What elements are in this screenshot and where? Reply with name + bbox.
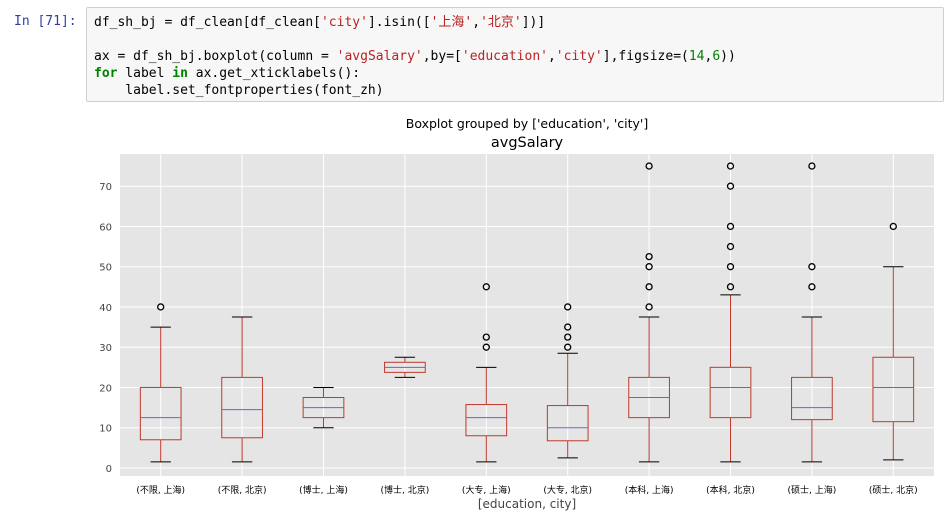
flier-point <box>726 222 735 231</box>
code-line: ax = df_sh_bj.boxplot(column = 'avgSalar… <box>94 49 736 64</box>
chart-title: avgSalary <box>491 135 564 151</box>
flier-point <box>889 222 897 231</box>
x-tick-label: (本科, 上海) <box>625 484 674 496</box>
y-tick-label: 30 <box>99 343 112 354</box>
box <box>791 376 833 421</box>
x-tick-label: (大专, 北京) <box>543 484 592 496</box>
code-line: df_sh_bj = df_clean[df_clean['city'].isi… <box>94 15 546 30</box>
chart-suptitle: Boxplot grouped by ['education', 'city'] <box>406 116 649 131</box>
flier-point <box>564 303 572 311</box>
y-tick-label: 60 <box>99 222 112 233</box>
flier-point <box>726 182 735 190</box>
y-tick-label: 70 <box>99 182 112 193</box>
flier-point <box>808 162 816 170</box>
code-cell[interactable]: df_sh_bj = df_clean[df_clean['city'].isi… <box>86 7 944 102</box>
flier-point <box>482 283 490 291</box>
code-line: label.set_fontproperties(font_zh) <box>94 83 384 98</box>
flier-point <box>157 303 165 311</box>
box <box>221 376 263 439</box>
y-tick-label: 20 <box>99 383 112 394</box>
box <box>465 404 508 437</box>
flier-point <box>645 283 653 291</box>
flier-point <box>726 242 735 251</box>
flier-point <box>645 263 653 271</box>
y-tick-label: 0 <box>106 464 112 475</box>
y-tick-label: 10 <box>99 424 112 435</box>
code-editor[interactable]: df_sh_bj = df_clean[df_clean['city'].isi… <box>94 14 736 99</box>
flier-point <box>645 252 653 261</box>
cell-prompt: In [71]: <box>14 14 77 29</box>
flier-point <box>564 333 572 341</box>
box <box>709 366 752 419</box>
y-tick-label: 40 <box>99 303 112 314</box>
x-tick-label: (本科, 北京) <box>706 484 755 496</box>
x-tick-label: (不限, 上海) <box>136 484 185 496</box>
x-tick-label: (不限, 北京) <box>218 484 267 496</box>
box <box>872 356 915 423</box>
y-tick-label: 50 <box>99 263 112 274</box>
code-line: for label in ax.get_xticklabels(): <box>94 66 361 81</box>
flier-point <box>482 343 490 351</box>
flier-point <box>564 343 572 351</box>
x-tick-label: (硕士, 北京) <box>869 484 918 496</box>
x-tick-label: (博士, 北京) <box>381 484 430 496</box>
flier-point <box>482 333 490 341</box>
x-tick-label: (博士, 上海) <box>299 484 348 496</box>
flier-point <box>808 263 816 271</box>
flier-point <box>726 283 735 291</box>
flier-point <box>564 323 572 331</box>
flier-point <box>808 283 816 291</box>
plot-area <box>120 154 934 476</box>
flier-point <box>726 162 735 170</box>
box <box>139 386 182 441</box>
flier-point <box>726 263 735 271</box>
box <box>546 405 589 442</box>
flier-point <box>645 162 653 170</box>
x-tick-label: (硕士, 上海) <box>788 484 837 496</box>
x-axis-label: [education, city] <box>478 497 576 511</box>
x-tick-label: (大专, 上海) <box>462 484 511 496</box>
flier-point <box>645 303 653 311</box>
boxplot-chart: 0 10 20 30 40 50 60 70 (不限, 上海) (不限, 北京) (博士, 上海) (… <box>99 116 934 511</box>
